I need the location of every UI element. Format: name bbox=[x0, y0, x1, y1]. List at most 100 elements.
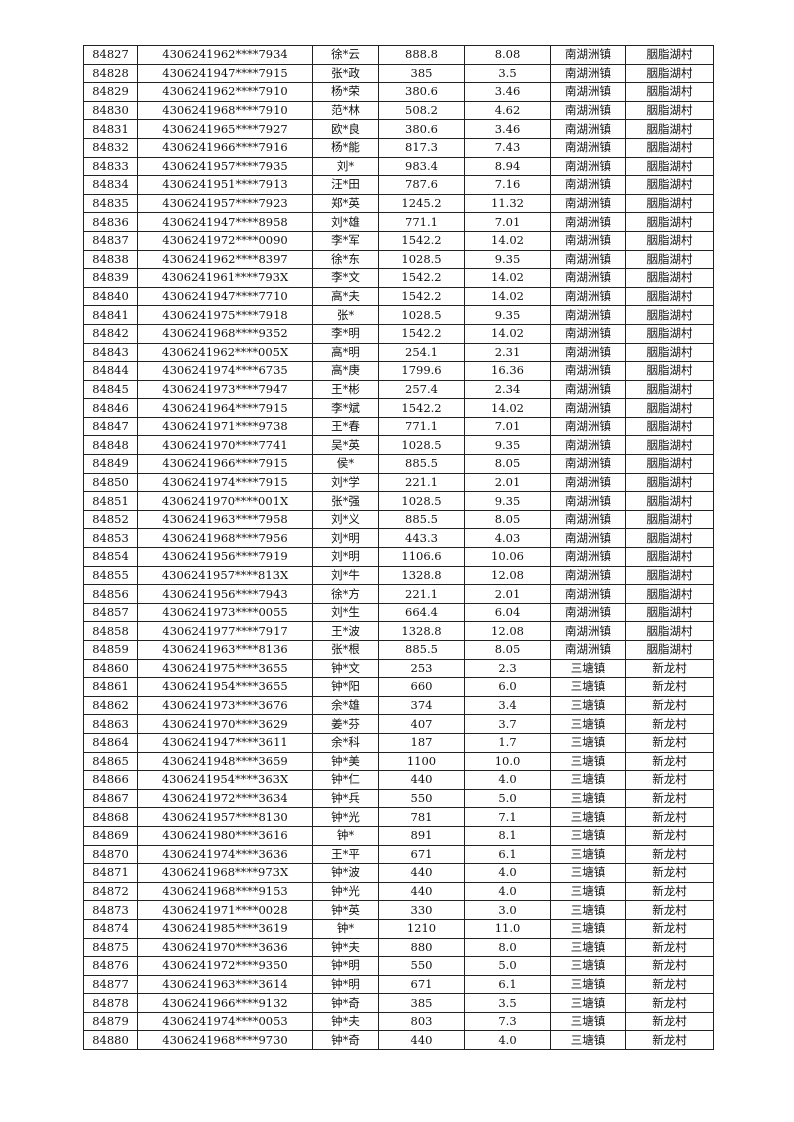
cell-area: 2.34 bbox=[464, 379, 551, 400]
cell-name: 杨*能 bbox=[312, 137, 379, 158]
cell-amount: 221.1 bbox=[378, 472, 465, 493]
cell-area: 5.0 bbox=[464, 956, 551, 976]
cell-town: 三塘镇 bbox=[550, 844, 626, 865]
cell-area: 7.3 bbox=[464, 1011, 551, 1032]
cell-serial: 84842 bbox=[83, 323, 138, 344]
cell-town: 南湖洲镇 bbox=[550, 379, 626, 400]
cell-serial: 84861 bbox=[83, 677, 138, 697]
cell-village: 新龙村 bbox=[625, 937, 714, 958]
cell-amount: 550 bbox=[378, 956, 465, 976]
cell-area: 3.7 bbox=[464, 714, 551, 734]
cell-town: 南湖洲镇 bbox=[550, 156, 626, 177]
cell-name: 钟*夫 bbox=[312, 1011, 379, 1032]
cell-name: 刘*牛 bbox=[312, 565, 379, 586]
cell-town: 南湖洲镇 bbox=[550, 398, 626, 418]
cell-amount: 1028.5 bbox=[378, 249, 465, 270]
cell-amount: 803 bbox=[378, 1011, 465, 1032]
cell-village: 新龙村 bbox=[625, 1030, 714, 1051]
cell-village: 胭脂湖村 bbox=[625, 602, 714, 623]
cell-area: 8.08 bbox=[464, 45, 551, 65]
cell-name: 刘*义 bbox=[312, 509, 379, 530]
cell-area: 7.1 bbox=[464, 807, 551, 827]
table-row: 84847 4306241971****9738 王*春 771.1 7.01 南湖洲镇胭… bbox=[83, 416, 714, 437]
cell-name: 王*春 bbox=[312, 416, 379, 437]
cell-serial: 84835 bbox=[83, 193, 138, 214]
cell-name: 刘*雄 bbox=[312, 212, 379, 232]
cell-village: 新龙村 bbox=[625, 770, 714, 790]
cell-name: 钟*美 bbox=[312, 751, 379, 772]
cell-id-number: 4306241954****3655 bbox=[137, 677, 313, 697]
cell-name: 钟*夫 bbox=[312, 937, 379, 958]
cell-amount: 1799.6 bbox=[378, 361, 465, 381]
cell-town: 南湖洲镇 bbox=[550, 472, 626, 493]
table-row: 84875 4306241970****3636 钟*夫 880 8.0 三塘镇 新龙村 bbox=[83, 937, 714, 958]
table-row: 84839 4306241961****793X 李*文 1542.2 14.02 南湖洲… bbox=[83, 268, 714, 288]
cell-village: 胭脂湖村 bbox=[625, 640, 714, 660]
cell-area: 7.01 bbox=[464, 416, 551, 437]
cell-id-number: 4306241968****9730 bbox=[137, 1030, 313, 1051]
cell-area: 4.0 bbox=[464, 770, 551, 790]
cell-village: 新龙村 bbox=[625, 974, 714, 995]
cell-id-number: 4306241956****7943 bbox=[137, 584, 313, 604]
cell-amount: 374 bbox=[378, 695, 465, 716]
cell-area: 14.02 bbox=[464, 323, 551, 344]
cell-amount: 380.6 bbox=[378, 82, 465, 102]
cell-village: 新龙村 bbox=[625, 658, 714, 679]
cell-amount: 508.2 bbox=[378, 100, 465, 121]
cell-name: 徐*方 bbox=[312, 584, 379, 604]
cell-village: 胭脂湖村 bbox=[625, 472, 714, 493]
cell-town: 三塘镇 bbox=[550, 770, 626, 790]
cell-serial: 84869 bbox=[83, 825, 138, 846]
cell-amount: 1100 bbox=[378, 751, 465, 772]
table-row: 84838 4306241962****8397 徐*东 1028.5 9.35 南湖洲镇… bbox=[83, 249, 714, 270]
cell-amount: 771.1 bbox=[378, 212, 465, 232]
cell-name: 钟*波 bbox=[312, 863, 379, 883]
cell-area: 14.02 bbox=[464, 268, 551, 288]
cell-serial: 84878 bbox=[83, 993, 138, 1013]
cell-town: 南湖洲镇 bbox=[550, 286, 626, 307]
table-row: 84867 4306241972****3634 钟*兵 550 5.0 三塘镇 新龙村 bbox=[83, 788, 714, 809]
cell-serial: 84851 bbox=[83, 491, 138, 511]
cell-area: 11.0 bbox=[464, 918, 551, 939]
cell-area: 3.5 bbox=[464, 63, 551, 84]
cell-id-number: 4306241965****7927 bbox=[137, 119, 313, 139]
cell-village: 新龙村 bbox=[625, 881, 714, 902]
table-row: 84859 4306241963****8136 张*根 885.5 8.05 南湖洲镇胭… bbox=[83, 640, 714, 660]
cell-name: 高*庚 bbox=[312, 361, 379, 381]
cell-id-number: 4306241970****001X bbox=[137, 491, 313, 511]
cell-village: 胭脂湖村 bbox=[625, 119, 714, 139]
cell-area: 8.0 bbox=[464, 937, 551, 958]
cell-id-number: 4306241963****8136 bbox=[137, 640, 313, 660]
cell-id-number: 4306241966****9132 bbox=[137, 993, 313, 1013]
cell-serial: 84862 bbox=[83, 695, 138, 716]
cell-name: 钟*仁 bbox=[312, 770, 379, 790]
cell-village: 胭脂湖村 bbox=[625, 175, 714, 195]
cell-name: 姜*芬 bbox=[312, 714, 379, 734]
cell-name: 刘*学 bbox=[312, 472, 379, 493]
cell-village: 胭脂湖村 bbox=[625, 82, 714, 102]
cell-serial: 84844 bbox=[83, 361, 138, 381]
cell-village: 胭脂湖村 bbox=[625, 342, 714, 363]
cell-village: 胭脂湖村 bbox=[625, 100, 714, 121]
table-row: 84873 4306241971****0028 钟*英 330 3.0 三塘镇 新龙村 bbox=[83, 900, 714, 920]
cell-id-number: 4306241954****363X bbox=[137, 770, 313, 790]
cell-id-number: 4306241956****7919 bbox=[137, 547, 313, 567]
cell-amount: 671 bbox=[378, 974, 465, 995]
cell-id-number: 4306241977****7917 bbox=[137, 621, 313, 641]
cell-amount: 1542.2 bbox=[378, 323, 465, 344]
cell-id-number: 4306241957****7923 bbox=[137, 193, 313, 214]
table-row: 84871 4306241968****973X 钟*波 440 4.0 三塘镇 新龙村 bbox=[83, 863, 714, 883]
cell-serial: 84866 bbox=[83, 770, 138, 790]
cell-amount: 380.6 bbox=[378, 119, 465, 139]
cell-town: 三塘镇 bbox=[550, 881, 626, 902]
cell-name: 李*明 bbox=[312, 323, 379, 344]
cell-town: 三塘镇 bbox=[550, 1030, 626, 1051]
cell-id-number: 4306241974****6735 bbox=[137, 361, 313, 381]
cell-village: 胭脂湖村 bbox=[625, 416, 714, 437]
table-row: 84860 4306241975****3655 钟*文 253 2.3 三塘镇 新龙村 bbox=[83, 658, 714, 679]
cell-area: 3.5 bbox=[464, 993, 551, 1013]
cell-area: 8.05 bbox=[464, 640, 551, 660]
cell-village: 新龙村 bbox=[625, 732, 714, 753]
cell-serial: 84856 bbox=[83, 584, 138, 604]
cell-serial: 84839 bbox=[83, 268, 138, 288]
